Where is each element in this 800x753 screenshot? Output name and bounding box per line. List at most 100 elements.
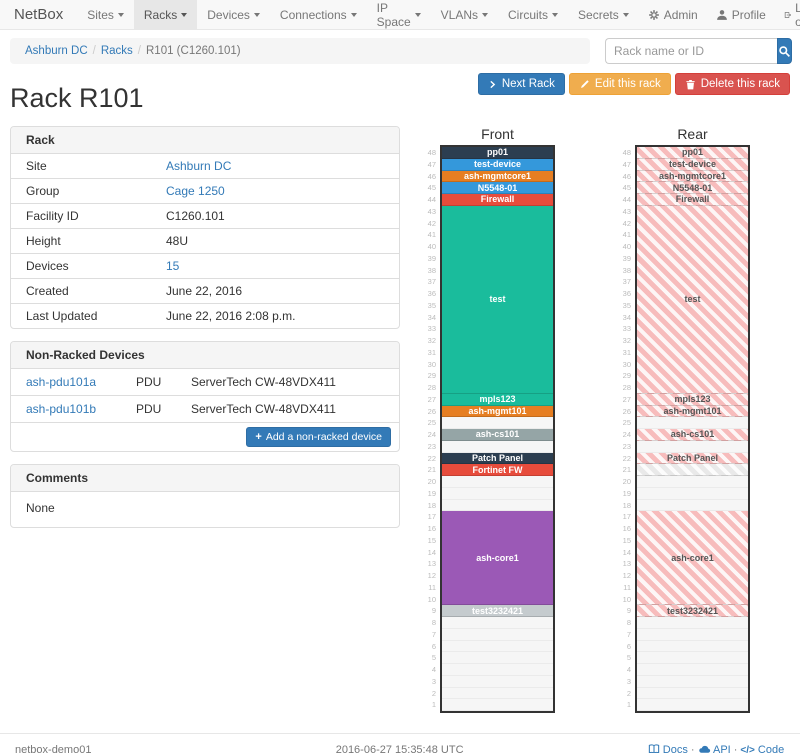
rack-unit-empty: [442, 617, 553, 629]
rack-device[interactable]: test3232421: [637, 605, 748, 617]
unit-numbers: 48 47 46 45 44 43 42 41 40 39 38 37 36 35 34 33 32 31 30 29…: [612, 147, 631, 711]
unit-number: 39: [622, 253, 631, 263]
nav-secrets[interactable]: Secrets: [568, 0, 639, 29]
code-icon: </>: [740, 745, 755, 753]
unit-number: 40: [622, 242, 631, 251]
nav-circuits[interactable]: Circuits: [498, 0, 568, 29]
devices-count-link[interactable]: 15: [166, 259, 180, 273]
rack-device[interactable]: Patch Panel: [442, 452, 553, 465]
unit-number: 16: [427, 524, 436, 533]
rack-device[interactable]: ash-cs101: [637, 429, 748, 441]
admin-link[interactable]: Admin: [639, 0, 707, 29]
unit-number: 23: [622, 441, 631, 451]
rack-device[interactable]: test: [637, 205, 748, 394]
unit-number: 8: [431, 618, 436, 627]
delete-rack-button[interactable]: Delete this rack: [674, 73, 790, 95]
next-rack-button[interactable]: Next Rack: [477, 73, 565, 95]
attr-height: Height 48U: [11, 229, 399, 254]
rack-device[interactable]: pp01: [442, 147, 553, 159]
rack-elevations: Front 48 47 46 45 44 43 42 41 40 39 38 37 36 35 34 33 32…: [400, 126, 790, 713]
rack-search: [605, 38, 792, 64]
breadcrumb-site[interactable]: Ashburn DC: [25, 45, 88, 57]
rack-device[interactable]: N5548-01: [637, 182, 748, 194]
unit-number: 29: [427, 371, 436, 381]
rack-unit-empty: [442, 417, 553, 429]
code-link[interactable]: </> Code: [740, 744, 784, 753]
rack-unit-empty: [442, 640, 553, 653]
chevron-down-icon: [482, 12, 489, 17]
rack-device[interactable]: ash-mgmt101: [637, 405, 748, 418]
unit-number: 8: [626, 618, 631, 627]
rack-unit-empty: [637, 499, 748, 512]
nav-sites[interactable]: Sites: [77, 0, 134, 29]
rack-device[interactable]: Fortinet FW: [442, 464, 553, 476]
rack-device[interactable]: ash-mgmtcore1: [442, 170, 553, 183]
rack-device[interactable]: test: [442, 205, 553, 394]
rack-panel-title: Rack: [11, 127, 399, 154]
rack-device[interactable]: test3232421: [442, 605, 553, 617]
api-link[interactable]: API: [698, 744, 731, 753]
unit-number: 34: [427, 312, 436, 322]
unit-number: 35: [427, 300, 436, 310]
rack-device[interactable]: Firewall: [442, 194, 553, 206]
rack-device[interactable]: ash-cs101: [442, 429, 553, 441]
top-navbar: NetBox Sites Racks Devices Connections I…: [0, 0, 800, 30]
rack-unit-empty: [637, 664, 748, 676]
rack-unit-empty: [637, 417, 748, 429]
rack-device[interactable]: ash-mgmtcore1: [637, 170, 748, 183]
breadcrumb: Ashburn DC / Racks / R101 (C1260.101): [10, 38, 590, 64]
rack-device[interactable]: N5548-01: [442, 182, 553, 194]
rack-device[interactable]: ash-core1: [442, 511, 553, 606]
rack-unit-empty: [442, 440, 553, 453]
unit-number: 38: [427, 265, 436, 275]
rack-device[interactable]: ash-mgmt101: [442, 405, 553, 418]
rack-device[interactable]: test-device: [637, 158, 748, 171]
rack-device[interactable]: Firewall: [637, 194, 748, 206]
rack-rear: pp01 test-device ash-mgmtcore1 N5548-01 Fire…: [635, 145, 750, 713]
rack-unit-empty: [637, 440, 748, 453]
rack-device[interactable]: mpls123: [442, 393, 553, 406]
rack-device[interactable]: [637, 464, 748, 476]
rack-device[interactable]: pp01: [637, 147, 748, 159]
logout-link[interactable]: Log out: [775, 0, 800, 29]
unit-number: 27: [622, 394, 631, 404]
unit-number: 12: [427, 571, 436, 580]
rack-device[interactable]: Patch Panel: [637, 452, 748, 465]
rack-device[interactable]: mpls123: [637, 393, 748, 406]
rack-device[interactable]: ash-core1: [637, 511, 748, 606]
search-input[interactable]: [605, 38, 777, 64]
brand-netbox[interactable]: NetBox: [14, 6, 64, 23]
chevron-down-icon: [552, 12, 559, 17]
add-non-racked-device-button[interactable]: + Add a non-racked device: [246, 427, 391, 447]
non-racked-devices-panel: Non-Racked Devices ash-pdu101a PDU Serve…: [10, 341, 400, 452]
search-button[interactable]: [777, 38, 792, 64]
breadcrumb-racks[interactable]: Racks: [100, 45, 133, 57]
unit-number: 4: [626, 665, 631, 674]
device-link[interactable]: ash-pdu101b: [26, 402, 97, 416]
front-elevation: Front 48 47 46 45 44 43 42 41 40 39 38 37 36 35 34 33 32…: [400, 126, 595, 713]
chevron-right-icon: [490, 80, 496, 88]
unit-number: 20: [622, 477, 631, 486]
nav-devices[interactable]: Devices: [197, 0, 270, 29]
docs-link[interactable]: Docs: [648, 744, 688, 753]
nav-ip-space[interactable]: IP Space: [367, 0, 431, 29]
unit-number: 18: [622, 500, 631, 510]
group-link[interactable]: Cage 1250: [166, 184, 225, 198]
unit-number: 17: [427, 512, 436, 522]
rack-unit-empty: [442, 476, 553, 488]
rack-device[interactable]: test-device: [442, 158, 553, 171]
unit-number: 30: [622, 359, 631, 369]
site-link[interactable]: Ashburn DC: [166, 159, 232, 173]
unit-number: 42: [622, 218, 631, 228]
rack-unit-empty: [637, 699, 748, 711]
device-link[interactable]: ash-pdu101a: [26, 375, 97, 389]
rack-front: pp01 test-device ash-mgmtcore1 N5548-01 Fire…: [440, 145, 555, 713]
edit-rack-button[interactable]: Edit this rack: [568, 73, 671, 95]
unit-number: 41: [622, 230, 631, 240]
nav-connections[interactable]: Connections: [270, 0, 367, 29]
unit-number: 2: [431, 688, 436, 698]
profile-link[interactable]: Profile: [707, 0, 775, 29]
nav-vlans[interactable]: VLANs: [431, 0, 498, 29]
nav-racks[interactable]: Racks: [133, 0, 198, 29]
unit-number: 3: [626, 676, 631, 686]
